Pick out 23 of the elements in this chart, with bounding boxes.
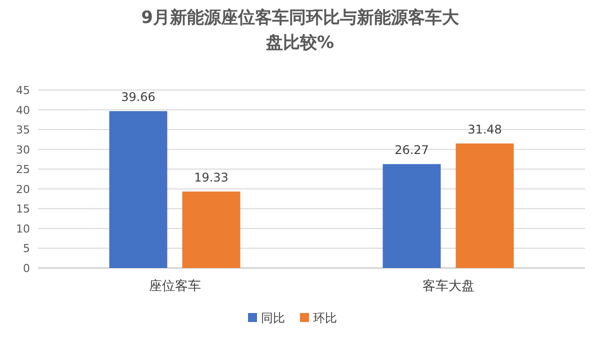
data-label: 31.48 xyxy=(468,122,502,136)
bar xyxy=(109,111,168,268)
y-tick-label: 45 xyxy=(16,84,30,97)
bar xyxy=(382,164,441,268)
y-tick-label: 40 xyxy=(16,104,30,117)
bar xyxy=(182,192,240,268)
x-tick-label: 座位客车 xyxy=(148,278,201,294)
y-tick-label: 15 xyxy=(16,202,30,216)
data-label: 26.27 xyxy=(394,143,429,158)
legend-label: 环比 xyxy=(313,311,337,325)
chart-title: 9月新能源座位客车同环比与新能源客车大盘比较% xyxy=(140,7,460,55)
y-tick-label: 20 xyxy=(16,182,30,196)
data-label: 19.33 xyxy=(194,170,228,185)
bar xyxy=(456,143,514,268)
y-tick-label: 25 xyxy=(16,163,30,176)
y-tick-label: 30 xyxy=(16,143,30,156)
y-tick-label: 10 xyxy=(16,222,30,236)
y-tick-label: 5 xyxy=(23,242,30,256)
y-tick-label: 35 xyxy=(16,124,30,137)
legend-label: 同比 xyxy=(261,311,285,325)
x-tick-label: 客车大盘 xyxy=(422,278,474,294)
data-label: 39.66 xyxy=(121,90,156,104)
y-tick-label: 0 xyxy=(23,262,30,275)
